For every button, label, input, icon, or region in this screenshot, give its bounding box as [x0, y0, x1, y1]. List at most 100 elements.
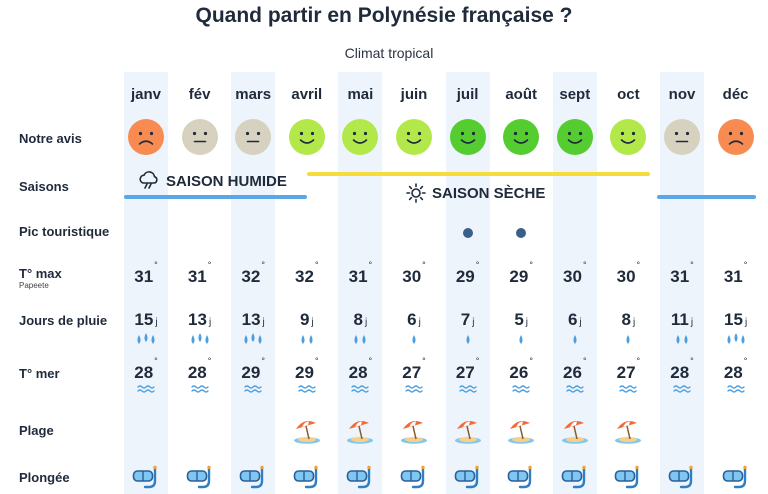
- row-label-avis: Notre avis: [19, 131, 82, 146]
- rating-bad-face-icon: [128, 119, 164, 155]
- month-header: déc: [722, 86, 749, 103]
- waves-icon: [190, 385, 209, 393]
- tmax-value: 31°: [348, 260, 373, 286]
- sea-temp-value: 28°: [670, 356, 694, 382]
- diving-mask-icon: [400, 465, 425, 489]
- rating-good-face-icon: [288, 119, 325, 155]
- month-header: oct: [617, 86, 640, 103]
- rain-drops-icon: [465, 335, 470, 344]
- rain-drops-icon: [626, 335, 630, 344]
- beach-umbrella-icon: [347, 421, 374, 444]
- storm-cloud-icon: [139, 171, 158, 189]
- tmax-value: 30°: [402, 260, 426, 286]
- waves-icon: [351, 385, 370, 393]
- tmax-value: 29°: [455, 260, 480, 286]
- diving-mask-icon: [293, 465, 318, 489]
- rain-days-value: 11 j: [670, 310, 694, 329]
- wet-season-line-end: [657, 195, 756, 199]
- tmax-value: 32°: [241, 260, 265, 286]
- tmax-value: 32°: [295, 260, 319, 286]
- month-header: mars: [235, 86, 272, 103]
- diving-mask-icon: [347, 465, 372, 489]
- diving-mask-icon: [615, 465, 640, 489]
- rating-neutral-face-icon: [181, 119, 218, 155]
- diving-mask-icon: [668, 465, 693, 489]
- tmax-value: 31°: [723, 260, 748, 286]
- rain-drops-icon: [519, 335, 523, 344]
- sea-temp-value: 26°: [563, 356, 587, 382]
- beach-umbrella-icon: [508, 421, 535, 444]
- month-header: sept: [559, 86, 591, 103]
- row-label-plongee: Plongée: [19, 470, 70, 485]
- wet-season-line-start: [124, 195, 307, 199]
- sun-icon: [406, 183, 426, 203]
- waves-icon: [566, 385, 584, 393]
- row-sublabel-papeete: Papeete: [19, 281, 49, 290]
- beach-umbrella-icon: [615, 421, 642, 444]
- rain-drops-icon: [137, 333, 155, 344]
- dry-season-label: SAISON SÈCHE: [406, 183, 545, 203]
- tourist-peak-dot: [462, 228, 473, 238]
- wet-season-text: SAISON HUMIDE: [166, 172, 287, 190]
- tmax-value: 31°: [187, 260, 212, 286]
- diving-mask-icon: [132, 465, 157, 489]
- waves-icon: [298, 385, 316, 393]
- row-label-saisons: Saisons: [19, 179, 69, 194]
- sea-temp-value: 28°: [348, 356, 373, 382]
- sea-temp-value: 27°: [616, 356, 641, 382]
- rating-neutral-face-icon: [664, 119, 700, 155]
- rating-best-face-icon: [449, 119, 486, 155]
- rain-drops-icon: [354, 335, 366, 344]
- month-header: janv: [130, 86, 161, 103]
- month-header: août: [505, 86, 538, 103]
- rain-drops-icon: [676, 335, 688, 344]
- waves-icon: [244, 385, 262, 393]
- row-label-plage: Plage: [19, 423, 54, 438]
- page-title: Quand partir en Polynésie française ?: [195, 4, 573, 27]
- waves-icon: [458, 385, 477, 393]
- diving-mask-icon: [507, 465, 532, 489]
- row-label-mer: T° mer: [19, 366, 60, 381]
- waves-icon: [405, 385, 423, 393]
- rating-good-face-icon: [396, 119, 432, 155]
- diving-mask-icon: [186, 465, 211, 489]
- rain-drops-icon: [244, 333, 262, 344]
- wet-season-label: SAISON HUMIDE: [138, 171, 287, 191]
- tmax-value: 29°: [509, 260, 533, 286]
- row-label-pluie: Jours de pluie: [19, 313, 108, 328]
- diving-mask-icon: [561, 465, 586, 489]
- month-header: fév: [188, 86, 211, 103]
- month-header: mai: [347, 86, 374, 103]
- sea-temp-value: 27°: [455, 356, 480, 382]
- beach-umbrella-icon: [293, 421, 320, 444]
- rating-bad-face-icon: [717, 119, 754, 155]
- tmax-value: 31°: [670, 260, 694, 286]
- rain-days-value: 15 j: [724, 310, 748, 329]
- beach-umbrella-icon: [454, 421, 481, 444]
- waves-icon: [512, 385, 530, 393]
- rain-drops-icon: [726, 333, 745, 344]
- month-header: avril: [291, 86, 323, 103]
- month-header: juin: [400, 86, 428, 103]
- rain-drops-icon: [301, 335, 313, 344]
- rain-days-value: 15 j: [134, 310, 158, 329]
- sea-temp-value: 29°: [241, 356, 265, 382]
- row-label-tmax: T° max: [19, 266, 62, 281]
- dry-season-text: SAISON SÈCHE: [432, 184, 546, 202]
- sea-temp-value: 26°: [509, 356, 533, 382]
- diving-mask-icon: [239, 465, 264, 489]
- tmax-value: 31°: [134, 260, 158, 286]
- rating-best-face-icon: [556, 119, 593, 155]
- dry-season-line: [307, 172, 650, 176]
- sea-temp-value: 29°: [295, 356, 319, 382]
- rating-good-face-icon: [610, 119, 647, 155]
- waves-icon: [726, 385, 745, 393]
- sea-temp-value: 28°: [723, 356, 748, 382]
- tmax-value: 30°: [563, 260, 587, 286]
